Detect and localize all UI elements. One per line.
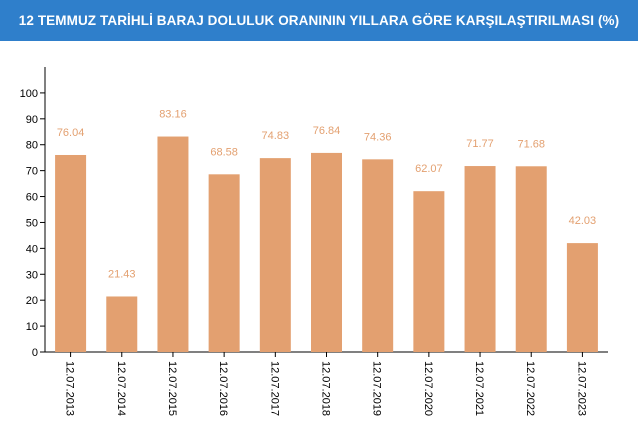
bar (208, 174, 240, 352)
x-tick-label: 12.07.2016 (217, 361, 229, 416)
x-tick-label: 12.07.2014 (115, 361, 127, 416)
bar (259, 158, 291, 352)
chart-area: 0 10 20 30 40 50 60 70 80 90 100 76.04 12.07.2013 21.… (0, 41, 638, 438)
x-tick-label: 12.07.2022 (524, 361, 536, 416)
x-tick-label: 12.07.2013 (64, 361, 76, 416)
data-label: 76.04 (57, 127, 85, 139)
chart-title-bar: 12 TEMMUZ TARİHLİ BARAJ DOLULUK ORANININ… (0, 0, 638, 41)
y-tick-label: 30 (26, 269, 38, 281)
bar (464, 166, 496, 352)
bar (413, 191, 445, 352)
bar (157, 136, 189, 352)
bar (106, 296, 138, 352)
data-label: 71.77 (466, 138, 494, 150)
y-tick-label: 50 (26, 217, 38, 229)
bar (362, 159, 394, 352)
data-label: 74.36 (364, 131, 392, 143)
y-tick-label: 40 (26, 243, 38, 255)
bar (515, 166, 547, 352)
data-label: 83.16 (159, 109, 187, 121)
bar (55, 154, 87, 352)
x-tick-label: 12.07.2023 (575, 361, 587, 416)
x-tick-label: 12.07.2019 (371, 361, 383, 416)
data-label: 74.83 (262, 130, 290, 142)
y-tick-label: 20 (26, 295, 38, 307)
x-tick-label: 12.07.2015 (166, 361, 178, 416)
x-tick-label: 12.07.2017 (268, 361, 280, 416)
x-tick-label: 12.07.2018 (320, 361, 332, 416)
data-label: 71.68 (517, 138, 545, 150)
data-label: 21.43 (108, 268, 136, 280)
chart-title: 12 TEMMUZ TARİHLİ BARAJ DOLULUK ORANININ… (18, 13, 620, 28)
bar (311, 152, 342, 352)
y-tick-label: 90 (26, 114, 38, 126)
data-label: 62.07 (415, 163, 443, 175)
y-tick-label: 70 (26, 166, 38, 178)
y-tick-label: 100 (20, 88, 38, 100)
x-tick-label: 12.07.2020 (422, 361, 434, 416)
x-tick-label: 12.07.2021 (473, 361, 485, 416)
data-label: 68.58 (210, 146, 238, 158)
y-tick-label: 10 (26, 321, 38, 333)
y-tick-label: 80 (26, 140, 38, 152)
data-label: 76.84 (313, 125, 341, 137)
bar (566, 243, 598, 352)
data-label: 42.03 (569, 215, 597, 227)
y-tick-label: 60 (26, 192, 38, 204)
y-tick-label: 0 (32, 347, 38, 359)
bar-chart: 0 10 20 30 40 50 60 70 80 90 100 76.04 12.07.2013 21.… (20, 67, 608, 416)
